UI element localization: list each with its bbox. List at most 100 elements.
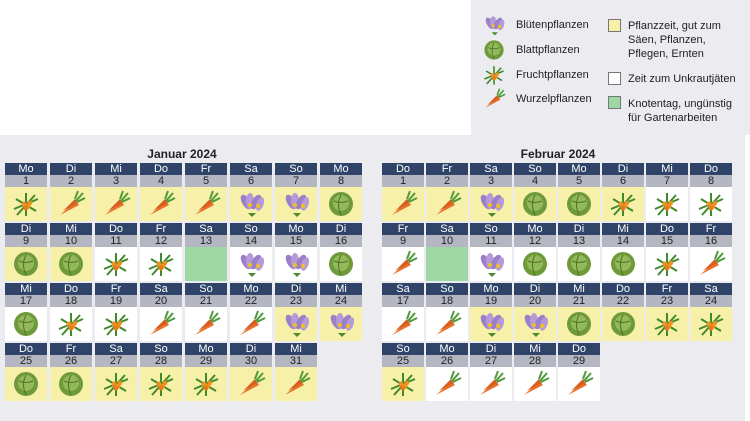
blatt-icon	[59, 372, 83, 396]
plant-type	[646, 307, 688, 341]
plant-type	[646, 187, 688, 221]
plant-type	[426, 307, 468, 341]
wurzel-icon	[568, 370, 594, 395]
weekday: Fr	[382, 223, 424, 235]
frucht-icon	[654, 193, 680, 216]
plant-type	[426, 187, 468, 221]
plant-type	[382, 247, 424, 281]
swatch-pflanzzeit	[608, 19, 621, 32]
blatt-icon	[567, 312, 591, 336]
day-number: 22	[602, 295, 644, 307]
day-number: 14	[602, 235, 644, 247]
day-number: 21	[185, 295, 227, 307]
wurzel-icon	[480, 370, 506, 395]
day-cell: Di 23	[275, 283, 317, 341]
plant-type	[320, 307, 362, 341]
plant-type	[50, 187, 92, 221]
day-cell: So 4	[514, 163, 556, 221]
legend: Blütenpflanzen Blattpflanzen Fruchtpflan…	[471, 0, 750, 135]
wurzel-icon	[240, 370, 266, 395]
day-cell: Do 25	[5, 343, 47, 401]
plant-type	[95, 367, 137, 401]
blatt-icon	[14, 252, 38, 276]
day-number: 12	[514, 235, 556, 247]
plant-type	[470, 187, 512, 221]
plant-type	[426, 247, 468, 281]
day-cell: Di 2	[50, 163, 92, 221]
weekday: Fr	[95, 283, 137, 295]
weekday: Mi	[50, 223, 92, 235]
day-cell: Sa 3	[470, 163, 512, 221]
day-number: 29	[185, 355, 227, 367]
plant-type	[382, 307, 424, 341]
weekday: Sa	[690, 283, 732, 295]
legend-label: Blütenpflanzen	[516, 19, 589, 31]
plant-type	[95, 187, 137, 221]
wurzel-icon	[150, 310, 176, 335]
weekday: Mo	[275, 223, 317, 235]
day-number: 28	[514, 355, 556, 367]
day-number: 26	[426, 355, 468, 367]
day-cell: Mo 19	[470, 283, 512, 341]
day-number: 6	[602, 175, 644, 187]
weekday: Mi	[275, 343, 317, 355]
day-cell: Mi 10	[50, 223, 92, 281]
weekday: Do	[5, 343, 47, 355]
bluete-icon	[330, 313, 355, 337]
frucht-icon	[148, 253, 174, 276]
day-cell: Di 6	[602, 163, 644, 221]
day-number: 11	[470, 235, 512, 247]
plant-type	[140, 247, 182, 281]
bluete-icon	[240, 193, 265, 217]
frucht-icon	[103, 313, 129, 336]
plant-type	[320, 247, 362, 281]
day-number: 7	[275, 175, 317, 187]
day-number: 22	[230, 295, 272, 307]
plant-type	[470, 307, 512, 341]
plant-type	[5, 187, 47, 221]
frucht-icon	[58, 313, 84, 336]
wurzel-icon	[60, 190, 86, 215]
weekday: Di	[5, 223, 47, 235]
day-cell: Mo 15	[275, 223, 317, 281]
day-number: 20	[140, 295, 182, 307]
weekday: Di	[558, 223, 600, 235]
weekday: Mi	[95, 163, 137, 175]
legend-label: Wurzelpflanzen	[516, 93, 592, 105]
day-cell: So 18	[426, 283, 468, 341]
plant-type	[558, 367, 600, 401]
day-cell: Sa 24	[690, 283, 732, 341]
frucht-icon	[103, 373, 129, 396]
plant-type	[185, 187, 227, 221]
day-cell: Fr 26	[50, 343, 92, 401]
plant-type	[275, 367, 317, 401]
day-cell: Fr 19	[95, 283, 137, 341]
day-number: 3	[95, 175, 137, 187]
weekday: Sa	[382, 283, 424, 295]
weekday: Sa	[426, 223, 468, 235]
day-number: 24	[690, 295, 732, 307]
bluete-icon	[480, 313, 505, 337]
plant-type	[320, 187, 362, 221]
weekday: Di	[320, 223, 362, 235]
weekday: Sa	[185, 223, 227, 235]
day-cell: Do 1	[382, 163, 424, 221]
plant-type	[95, 307, 137, 341]
day-cell: Sa 27	[95, 343, 137, 401]
day-number: 16	[690, 235, 732, 247]
plant-type	[95, 247, 137, 281]
weekday: Mi	[646, 163, 688, 175]
day-cell: Mi 31	[275, 343, 317, 401]
wurzel-icon	[436, 310, 462, 335]
legend-label: Blattpflanzen	[516, 44, 580, 56]
day-cell: Mo 22	[230, 283, 272, 341]
weekday: So	[230, 223, 272, 235]
day-cell: Do 4	[140, 163, 182, 221]
day-cell: So 28	[140, 343, 182, 401]
day-cell: Mo 5	[558, 163, 600, 221]
blatt-icon	[567, 252, 591, 276]
day-number: 4	[140, 175, 182, 187]
wurzel-icon	[524, 370, 550, 395]
day-cell: Mo 1	[5, 163, 47, 221]
blatt-icon	[611, 252, 635, 276]
